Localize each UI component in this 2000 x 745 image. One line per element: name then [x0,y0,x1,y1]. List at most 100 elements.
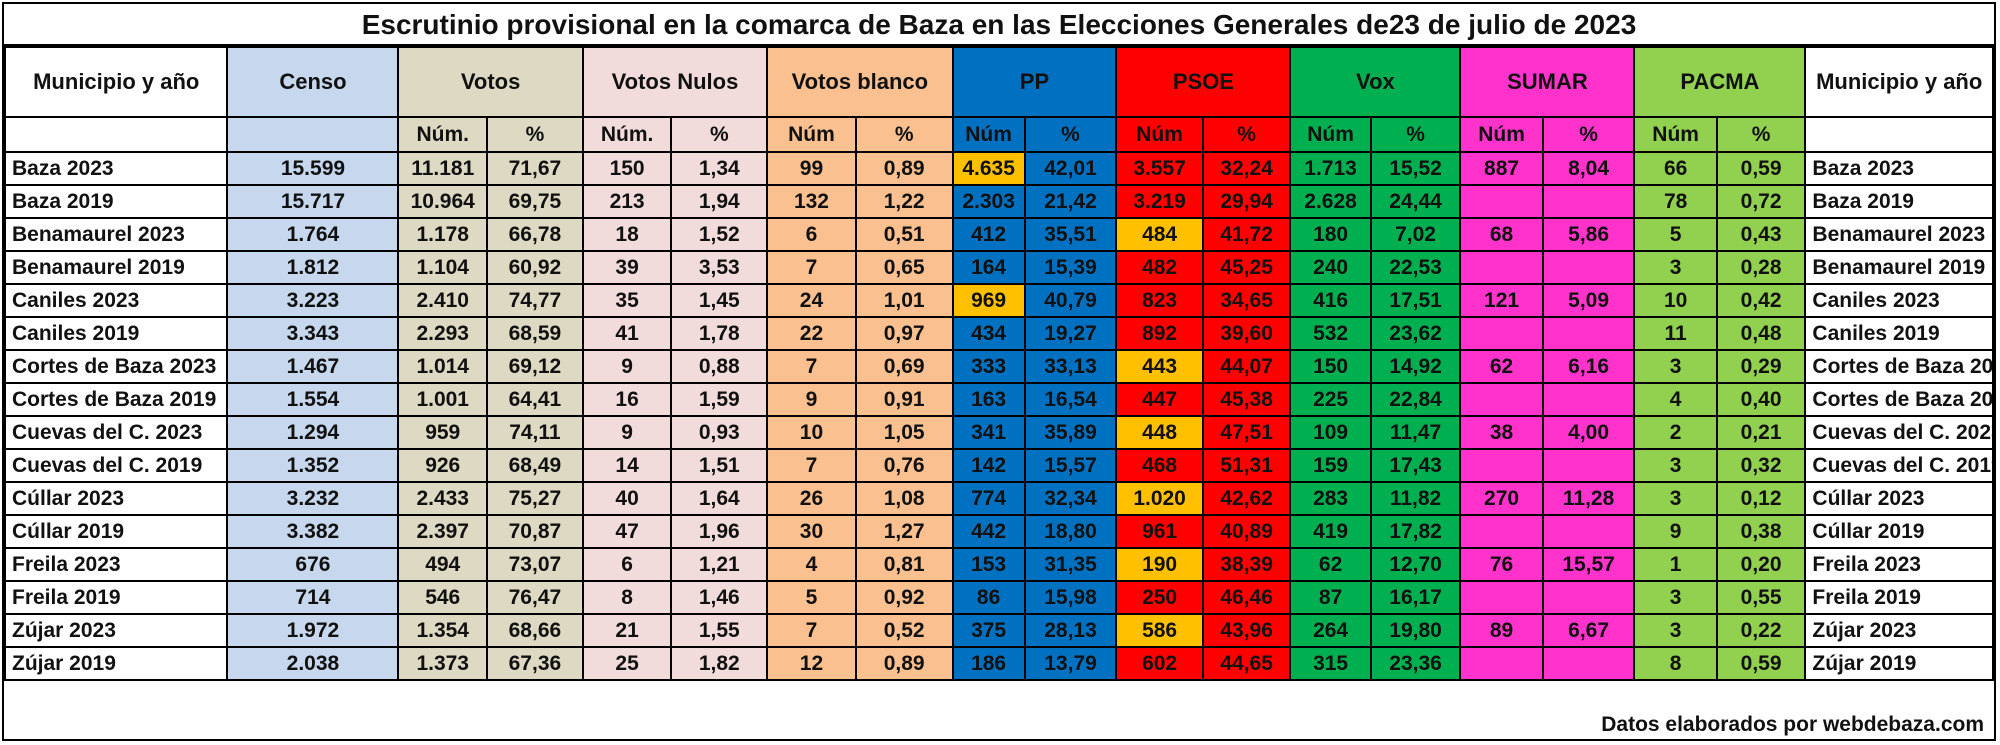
table-row: Baza 2023 15.599 11.181 71,67 150 1,34 99 0,89 4… [3,151,1994,186]
cell-nulos-pct: 0,88 [670,349,769,384]
cell-nulos-num: 6 [581,547,673,582]
cell-nulos-pct: 1,59 [670,382,769,417]
cell-pp-pct: 18,80 [1023,514,1118,549]
cell-pp-num: 442 [951,514,1026,549]
cell-blanco-num: 4 [766,547,857,582]
cell-pacma-pct: 0,59 [1715,151,1807,186]
cell-blanco-num: 9 [766,382,857,417]
cell-mun: Benamaurel 2019 [3,250,229,285]
cell-pp-num: 774 [951,481,1026,516]
subheader-nulos-pct: % [670,116,769,153]
cell-sumar-pct: 5,86 [1541,217,1636,252]
cell-blanco-pct: 0,51 [854,217,954,252]
cell-sumar-num: 38 [1459,415,1544,450]
cell-pp-num: 4.635 [951,151,1026,186]
cell-censo: 1.352 [226,448,400,483]
cell-vox-pct: 22,53 [1369,250,1462,285]
cell-votos-num: 2.397 [397,514,489,549]
cell-vox-pct: 24,44 [1369,184,1462,219]
cell-nulos-pct: 1,64 [670,481,769,516]
cell-nulos-num: 8 [581,580,673,615]
cell-votos-num: 959 [397,415,489,450]
table-row: Benamaurel 2019 1.812 1.104 60,92 39 3,53 7 0,6… [3,250,1994,285]
header-municipio: Municipio y año [3,46,229,118]
cell-psoe-num: 3.557 [1115,151,1204,186]
cell-votos-pct: 74,77 [486,283,584,318]
cell-pp-pct: 33,13 [1023,349,1118,384]
cell-pacma-num: 8 [1633,646,1718,681]
cell-blanco-num: 12 [766,646,857,681]
cell-mun: Caniles 2019 [3,316,229,351]
cell-pp-pct: 28,13 [1023,613,1118,648]
cell-nulos-num: 213 [581,184,673,219]
cell-mun: Freila 2019 [3,580,229,615]
subheader-pacma-num: Núm [1633,116,1718,153]
cell-votos-pct: 66,78 [486,217,584,252]
cell-pp-num: 434 [951,316,1026,351]
cell-pp-pct: 15,57 [1023,448,1118,483]
cell-pp-pct: 32,34 [1023,481,1118,516]
cell-pacma-num: 66 [1633,151,1718,186]
cell-sumar-num [1459,646,1544,681]
cell-pacma-pct: 0,55 [1715,580,1807,615]
cell-votos-pct: 75,27 [486,481,584,516]
cell-vox-num: 62 [1289,547,1372,582]
cell-votos-pct: 60,92 [486,250,584,285]
subheader-votos-num: Núm. [397,116,489,153]
source-footer: Datos elaborados por webdebaza.com [1601,713,1984,736]
table-row: Cúllar 2023 3.232 2.433 75,27 40 1,64 26 1,08 77… [3,481,1994,516]
cell-nulos-num: 47 [581,514,673,549]
cell-vox-num: 109 [1289,415,1372,450]
cell-pacma-pct: 0,29 [1715,349,1807,384]
cell-mun-right: Zújar 2019 [1804,646,1994,681]
table-row: Cortes de Baza 2023 1.467 1.014 69,12 9 0,88 7… [3,349,1994,384]
cell-pacma-pct: 0,72 [1715,184,1807,219]
cell-psoe-num: 482 [1115,250,1204,285]
cell-votos-num: 546 [397,580,489,615]
cell-vox-pct: 17,51 [1369,283,1462,318]
cell-votos-num: 1.014 [397,349,489,384]
cell-sumar-pct [1541,448,1636,483]
cell-psoe-num: 190 [1115,547,1204,582]
cell-vox-pct: 19,80 [1369,613,1462,648]
cell-mun: Benamaurel 2023 [3,217,229,252]
cell-vox-num: 416 [1289,283,1372,318]
cell-psoe-pct: 29,94 [1201,184,1292,219]
cell-psoe-pct: 34,65 [1201,283,1292,318]
cell-votos-num: 10.964 [397,184,489,219]
cell-mun: Cortes de Baza 2019 [3,382,229,417]
cell-votos-pct: 69,12 [486,349,584,384]
cell-pacma-num: 3 [1633,349,1718,384]
cell-pp-num: 341 [951,415,1026,450]
cell-votos-pct: 73,07 [486,547,584,582]
cell-blanco-num: 132 [766,184,857,219]
cell-pp-num: 153 [951,547,1026,582]
table-row: Caniles 2023 3.223 2.410 74,77 35 1,45 24 1,01 9… [3,283,1994,318]
header-censo: Censo [226,46,400,118]
header-municipio-right: Municipio y año [1804,46,1994,118]
table-row: Cúllar 2019 3.382 2.397 70,87 47 1,96 30 1,27 44… [3,514,1994,549]
cell-mun-right: Benamaurel 2019 [1804,250,1994,285]
cell-psoe-num: 447 [1115,382,1204,417]
subheader-blanco-num: Núm [766,116,857,153]
cell-pacma-pct: 0,20 [1715,547,1807,582]
cell-blanco-pct: 0,65 [854,250,954,285]
results-table: Municipio y año Censo Votos Votos Nulos … [3,46,1994,681]
cell-sumar-pct [1541,250,1636,285]
cell-blanco-pct: 0,89 [854,151,954,186]
cell-vox-num: 240 [1289,250,1372,285]
cell-mun: Caniles 2023 [3,283,229,318]
cell-vox-num: 1.713 [1289,151,1372,186]
cell-blanco-num: 7 [766,613,857,648]
header-pacma: PACMA [1633,46,1807,118]
cell-nulos-pct: 1,52 [670,217,769,252]
cell-pp-num: 969 [951,283,1026,318]
header-votos: Votos [397,46,584,118]
cell-mun-right: Zújar 2023 [1804,613,1994,648]
cell-censo: 15.599 [226,151,400,186]
cell-vox-num: 87 [1289,580,1372,615]
cell-nulos-pct: 0,93 [670,415,769,450]
cell-sumar-num: 76 [1459,547,1544,582]
cell-pp-pct: 35,51 [1023,217,1118,252]
cell-vox-num: 150 [1289,349,1372,384]
